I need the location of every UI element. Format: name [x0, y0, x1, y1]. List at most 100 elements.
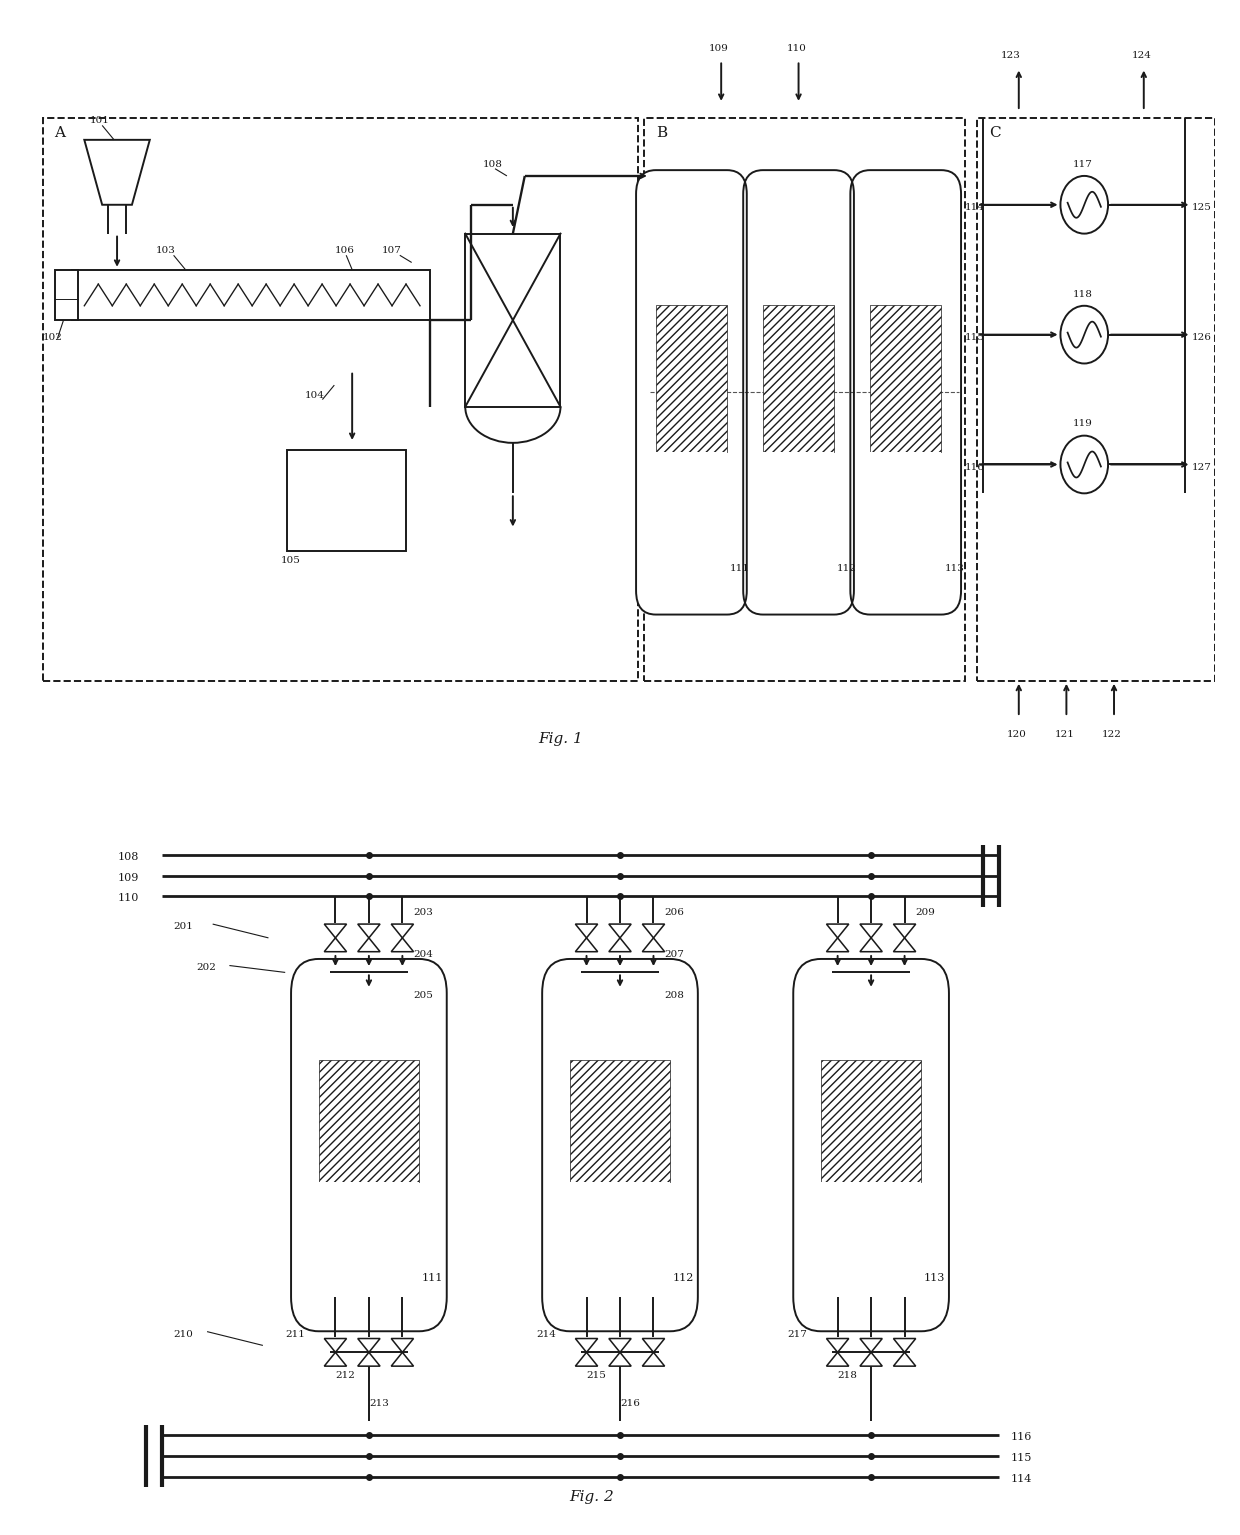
Text: 103: 103	[156, 246, 176, 255]
Text: 113: 113	[945, 563, 965, 573]
Text: 111: 111	[422, 1273, 443, 1283]
FancyBboxPatch shape	[743, 170, 854, 614]
Polygon shape	[893, 1339, 915, 1352]
Polygon shape	[358, 1339, 379, 1352]
Polygon shape	[609, 1352, 631, 1366]
Polygon shape	[642, 1339, 665, 1352]
Text: 104: 104	[305, 390, 325, 399]
Text: 215: 215	[587, 1371, 606, 1380]
Polygon shape	[609, 924, 631, 938]
Polygon shape	[358, 938, 379, 952]
Text: 114: 114	[1011, 1474, 1032, 1483]
Bar	[569, 1182, 670, 1297]
Polygon shape	[609, 938, 631, 952]
Text: 123: 123	[1001, 52, 1021, 60]
Polygon shape	[392, 938, 414, 952]
Polygon shape	[893, 938, 915, 952]
Bar	[821, 1061, 921, 1182]
Text: 216: 216	[620, 1398, 640, 1408]
Circle shape	[1060, 436, 1109, 493]
Bar	[55, 270, 78, 321]
Text: 115: 115	[965, 333, 985, 342]
Polygon shape	[325, 924, 346, 938]
Text: 207: 207	[665, 950, 684, 958]
Text: 208: 208	[665, 992, 684, 1001]
Polygon shape	[325, 1339, 346, 1352]
Polygon shape	[325, 1352, 346, 1366]
Polygon shape	[893, 1352, 915, 1366]
Text: 125: 125	[1192, 203, 1211, 212]
Polygon shape	[893, 924, 915, 938]
Bar	[569, 1061, 670, 1182]
Text: 116: 116	[965, 462, 985, 471]
Bar	[465, 233, 560, 407]
FancyBboxPatch shape	[851, 170, 961, 614]
Text: 121: 121	[1054, 729, 1074, 738]
Bar	[763, 305, 835, 451]
Text: 117: 117	[1073, 160, 1092, 169]
Polygon shape	[575, 1352, 598, 1366]
Polygon shape	[826, 1339, 848, 1352]
Text: Fig. 2: Fig. 2	[569, 1490, 615, 1504]
Text: 204: 204	[414, 950, 434, 958]
Text: 106: 106	[335, 246, 355, 255]
Bar	[870, 451, 941, 591]
Text: 115: 115	[1011, 1452, 1032, 1463]
Text: 206: 206	[665, 909, 684, 916]
Circle shape	[1060, 305, 1109, 364]
Text: 101: 101	[91, 117, 110, 126]
Text: 211: 211	[285, 1329, 305, 1339]
Text: Fig. 1: Fig. 1	[538, 732, 583, 746]
Bar	[656, 451, 727, 591]
Text: 107: 107	[382, 246, 402, 255]
Polygon shape	[642, 924, 665, 938]
Text: B: B	[656, 126, 667, 140]
Text: 203: 203	[414, 909, 434, 916]
Text: 213: 213	[370, 1398, 389, 1408]
Text: 114: 114	[965, 203, 985, 212]
FancyBboxPatch shape	[291, 959, 446, 1331]
Polygon shape	[325, 938, 346, 952]
Bar	[319, 1061, 419, 1182]
Text: 112: 112	[673, 1273, 694, 1283]
Text: 214: 214	[536, 1329, 557, 1339]
Polygon shape	[392, 1352, 414, 1366]
Circle shape	[1060, 177, 1109, 233]
Text: 116: 116	[1011, 1432, 1032, 1443]
Text: 109: 109	[709, 45, 729, 54]
Text: 119: 119	[1073, 419, 1092, 428]
Text: 109: 109	[118, 872, 139, 883]
Bar	[644, 118, 965, 682]
Text: 118: 118	[1073, 290, 1092, 298]
Text: 108: 108	[118, 852, 139, 863]
Polygon shape	[826, 938, 848, 952]
Text: 209: 209	[915, 909, 936, 916]
Text: 112: 112	[837, 563, 857, 573]
Polygon shape	[358, 924, 379, 938]
Bar	[319, 1182, 419, 1297]
Text: 127: 127	[1192, 462, 1211, 471]
FancyBboxPatch shape	[636, 170, 746, 614]
Text: A: A	[55, 126, 66, 140]
Polygon shape	[575, 938, 598, 952]
Polygon shape	[861, 1352, 883, 1366]
Polygon shape	[392, 924, 414, 938]
Bar	[42, 118, 637, 682]
Text: 110: 110	[118, 893, 139, 903]
Text: 212: 212	[335, 1371, 356, 1380]
Text: 102: 102	[42, 333, 62, 342]
Text: 113: 113	[924, 1273, 945, 1283]
Polygon shape	[861, 938, 883, 952]
Polygon shape	[861, 1339, 883, 1352]
Text: 217: 217	[787, 1329, 807, 1339]
Polygon shape	[358, 1352, 379, 1366]
Text: C: C	[990, 126, 1001, 140]
Polygon shape	[84, 140, 150, 204]
Bar	[763, 451, 835, 591]
Polygon shape	[392, 1339, 414, 1352]
Text: 201: 201	[174, 923, 193, 930]
Text: 122: 122	[1102, 729, 1122, 738]
Text: 126: 126	[1192, 333, 1211, 342]
Polygon shape	[575, 1339, 598, 1352]
Polygon shape	[826, 1352, 848, 1366]
